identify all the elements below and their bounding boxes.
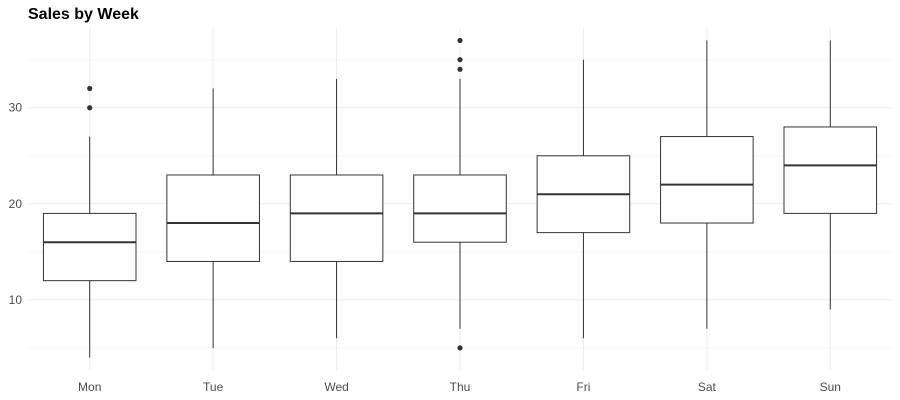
x-tick-label: Sat: [698, 380, 717, 394]
box-tue: [166, 88, 260, 348]
box-iqr: [42, 212, 137, 282]
outlier-point: [457, 57, 463, 63]
outlier-point: [457, 37, 463, 44]
outlier-point: [87, 105, 93, 111]
x-tick-label: Mon: [78, 380, 101, 394]
label-layer: 10 20 30 Mon Tue Wed Thu Fri Sat Sun: [9, 101, 841, 394]
box-wed: [289, 78, 384, 339]
box-layer: [42, 37, 878, 358]
y-tick-label: 10: [9, 293, 23, 307]
box-sat: [660, 40, 754, 329]
box-thu: [413, 37, 507, 351]
y-tick-label: 20: [9, 197, 23, 211]
box-iqr: [660, 136, 754, 224]
box-fri: [536, 59, 631, 339]
box-mon: [42, 85, 137, 358]
x-tick-label: Tue: [203, 380, 224, 394]
chart-title: Sales by Week: [28, 6, 139, 23]
y-tick-label: 30: [9, 101, 23, 115]
box-iqr: [413, 174, 507, 243]
box-iqr: [289, 174, 384, 262]
outlier-point: [457, 66, 463, 72]
outlier-point: [87, 85, 93, 92]
x-tick-label: Sun: [820, 380, 841, 394]
x-tick-label: Thu: [450, 380, 471, 394]
box-iqr: [783, 126, 878, 214]
outlier-point: [457, 345, 463, 351]
box-sun: [783, 40, 878, 310]
x-tick-label: Fri: [576, 380, 590, 394]
x-tick-label: Wed: [324, 380, 348, 394]
box-iqr: [166, 174, 260, 262]
